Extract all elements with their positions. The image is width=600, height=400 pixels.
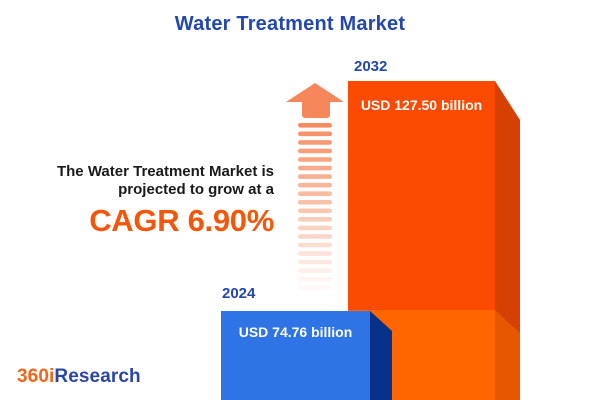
logo-prefix: 360i — [17, 366, 55, 387]
projection-text-line1: The Water Treatment Market is — [56, 163, 274, 180]
bar-2024-side — [370, 311, 392, 400]
chart-title: Water Treatment Market — [174, 13, 406, 35]
bar-2024-front — [221, 311, 370, 400]
cagr-value: CAGR 6.90% — [89, 203, 274, 238]
logo: 360iResearch — [17, 366, 141, 388]
logo-suffix: Research — [54, 366, 141, 387]
growth-arrow-stripes — [298, 123, 332, 291]
bar-2024-year-label: 2024 — [222, 285, 256, 302]
growth-arrow-icon — [286, 83, 344, 291]
bar-2024-value-label: USD 74.76 billion — [238, 324, 353, 340]
growth-arrow-head — [286, 83, 344, 102]
projection-text-line2: projected to grow at a — [118, 181, 274, 198]
growth-arrow-stem — [302, 99, 330, 118]
bar-2032-base-side — [495, 310, 520, 400]
bar-2032-year-label: 2032 — [354, 58, 388, 75]
projection-text: The Water Treatment Market is projected … — [34, 163, 274, 239]
bar-2032-value-label: USD 127.50 billion — [360, 97, 483, 113]
